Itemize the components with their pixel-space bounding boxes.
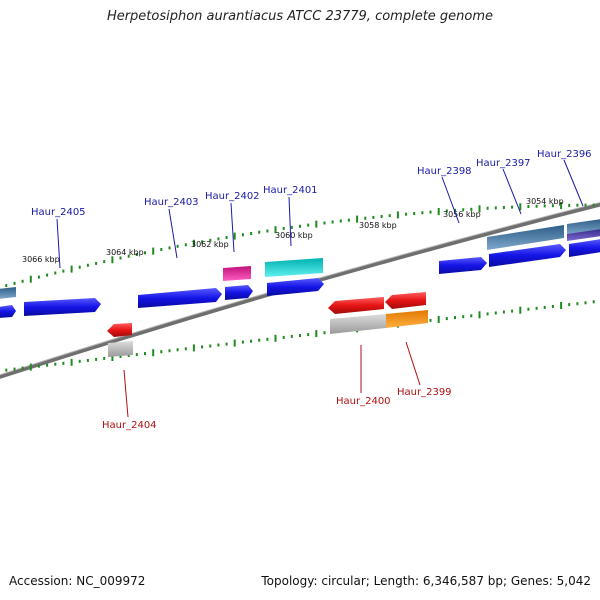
minus-strand-genes [107, 292, 428, 357]
gene-labels: Haur_2405 Haur_2404 Haur_2403 Haur_2402 … [31, 149, 592, 431]
gene-feature[interactable] [386, 310, 428, 328]
gene-feature[interactable] [108, 341, 133, 357]
scale-label: 3062 kbp [191, 240, 229, 249]
scale-label: 3064 kbp [106, 248, 144, 257]
gene-label[interactable]: Haur_2402 [205, 191, 260, 202]
gene-cds-arrow[interactable] [328, 297, 384, 314]
gene-cds-arrow[interactable] [225, 285, 253, 300]
gene-feature[interactable] [567, 229, 600, 241]
gene-cds-arrow[interactable] [489, 244, 566, 267]
gene-feature[interactable] [265, 258, 323, 277]
gene-label[interactable]: Haur_2397 [476, 158, 531, 169]
gene-feature[interactable] [487, 225, 564, 250]
scale-label: 3060 kbp [275, 231, 313, 240]
gene-cds-arrow[interactable] [107, 323, 132, 337]
gene-feature[interactable] [0, 287, 16, 299]
gene-cds-arrow[interactable] [569, 239, 600, 257]
gene-feature[interactable] [223, 266, 251, 281]
accession-label: Accession: NC_009972 [9, 574, 146, 588]
scale-label: 3066 kbp [22, 255, 60, 264]
label-leaders [56, 159, 584, 418]
gene-label[interactable]: Haur_2401 [263, 185, 318, 196]
gene-label[interactable]: Haur_2403 [144, 197, 199, 208]
scale-labels: 3066 kbp 3064 kbp 3062 kbp 3060 kbp 3058… [22, 197, 564, 264]
scale-label: 3058 kbp [359, 221, 397, 230]
gene-feature[interactable] [330, 314, 386, 334]
gene-label[interactable]: Haur_2399 [397, 387, 452, 398]
gene-label[interactable]: Haur_2404 [102, 420, 157, 431]
map-title: Herpetosiphon aurantiacus ATCC 23779, co… [106, 9, 494, 24]
gene-cds-arrow[interactable] [439, 257, 487, 274]
gene-cds-arrow[interactable] [385, 292, 426, 309]
gene-cds-arrow[interactable] [138, 288, 222, 308]
gene-label[interactable]: Haur_2405 [31, 207, 86, 218]
gene-label[interactable]: Haur_2398 [417, 166, 472, 177]
plus-strand-ruler [5, 202, 595, 288]
gene-cds-arrow[interactable] [267, 278, 324, 296]
scale-label: 3056 kbp [443, 210, 481, 219]
topology-label: Topology: circular; Length: 6,346,587 bp… [261, 574, 591, 588]
gene-cds-arrow[interactable] [0, 305, 16, 318]
plus-strand-genes [0, 219, 600, 318]
scale-label: 3054 kbp [526, 197, 564, 206]
gene-cds-arrow[interactable] [24, 298, 101, 316]
gene-label[interactable]: Haur_2400 [336, 396, 391, 407]
gene-label[interactable]: Haur_2396 [537, 149, 592, 160]
